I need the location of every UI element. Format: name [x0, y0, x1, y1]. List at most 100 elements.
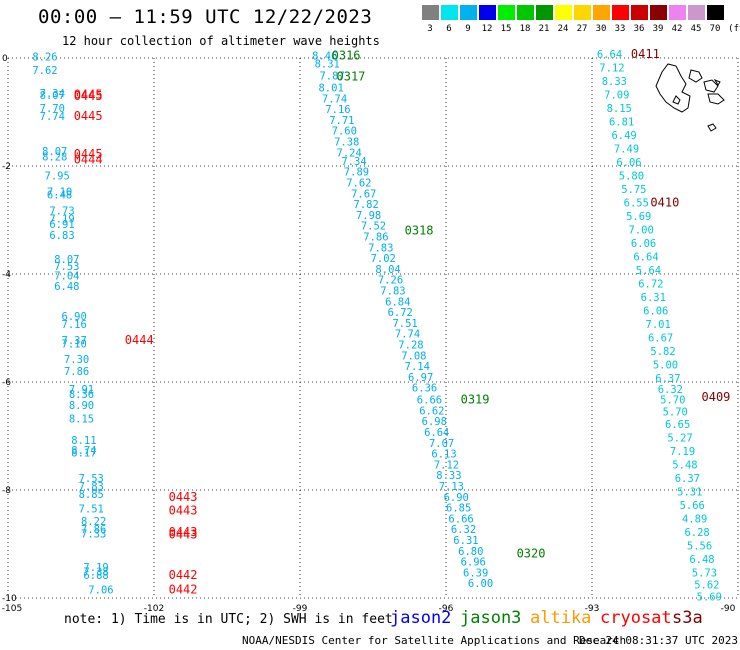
lon-tick-label: -96	[439, 604, 454, 614]
wave-height-value: 6.83	[49, 230, 74, 242]
lon-tick-label: -102	[144, 604, 164, 614]
wave-height-value: 5.70	[663, 406, 688, 418]
wave-height-value: 7.74	[322, 93, 347, 105]
legend-label: 18	[519, 24, 531, 34]
pass-time-label: 0443	[169, 503, 198, 517]
wave-height-value: 7.73	[49, 206, 74, 218]
wave-height-value: 5.66	[680, 500, 705, 512]
legend-swatch	[536, 5, 553, 20]
pass-time-label: 0445	[74, 89, 103, 103]
wave-height-value: 5.69	[626, 211, 651, 223]
legend-label: 6	[446, 24, 452, 34]
wave-height-value: 7.01	[646, 319, 671, 331]
legend-label: 33	[614, 24, 626, 34]
wave-height-value: 8.26	[32, 52, 57, 64]
wave-height-value: 5.62	[694, 579, 719, 591]
wave-height-value: 5.69	[697, 592, 722, 604]
pass-time-label: 0443	[169, 490, 198, 504]
footer-note: note: 1) Time is in UTC; 2) SWH is in fe…	[64, 612, 393, 627]
wave-height-value: 7.19	[670, 446, 695, 458]
wave-height-value: 7.89	[344, 167, 369, 179]
legend-label: 12	[481, 24, 493, 34]
wave-height-value: 8.04	[375, 264, 400, 276]
wave-height-value: 6.64	[633, 252, 658, 264]
legend-label: 24	[557, 24, 569, 34]
lon-tick-label: -90	[721, 604, 736, 614]
wave-height-value: 5.82	[650, 346, 675, 358]
wave-height-value: 6.48	[689, 554, 714, 566]
wave-height-value: 4.89	[682, 513, 707, 525]
legend-label: 42	[671, 24, 683, 34]
wave-height-value: 7.53	[79, 473, 104, 485]
wave-height-value: 8.07	[54, 254, 79, 266]
pass-time-label: 0443	[169, 528, 198, 542]
legend-swatch	[460, 5, 477, 20]
legend-label: 70	[709, 24, 721, 34]
pass-time-label: 0444	[74, 152, 103, 166]
legend-swatch	[517, 5, 534, 20]
wave-height-value: 6.32	[658, 384, 683, 396]
wave-height-value: 6.39	[463, 567, 488, 579]
pass-time-label: 0320	[517, 547, 546, 561]
wave-height-value: 7.24	[337, 147, 362, 159]
wave-height-value: 6.48	[54, 281, 79, 293]
wave-height-value: 7.08	[401, 350, 426, 362]
wave-height-value: 5.56	[687, 540, 712, 552]
wave-height-value: 6.06	[616, 157, 641, 169]
wave-height-value: 7.37	[62, 335, 87, 347]
satellite-cryosat: cryosat	[600, 608, 672, 628]
wave-height-value: 8.28	[42, 152, 67, 164]
wave-height-value: 7.83	[380, 286, 405, 298]
wave-height-value: 6.67	[648, 333, 673, 345]
wave-height-value: 7.86	[81, 524, 106, 536]
wave-height-value: 7.82	[354, 199, 379, 211]
legend-swatch	[422, 5, 439, 20]
wave-height-value: 7.83	[79, 481, 104, 493]
wave-height-value: 8.07	[42, 146, 67, 158]
legend-label: 27	[576, 24, 588, 34]
wave-height-value: 5.73	[692, 567, 717, 579]
galapagos-islands	[655, 63, 725, 132]
wave-height-value: 7.49	[614, 144, 639, 156]
pass-time-label: 0443	[169, 525, 198, 539]
wave-height-value: 8.15	[69, 414, 94, 426]
legend-swatch	[479, 5, 496, 20]
wave-height-value: 6.49	[611, 130, 636, 142]
wave-height-value: 7.60	[332, 126, 357, 138]
pass-time-label: 0445	[74, 109, 103, 123]
legend-swatch	[574, 5, 591, 20]
wave-height-value: 7.12	[434, 459, 459, 471]
wave-height-value: 6.37	[675, 473, 700, 485]
legend-label: 15	[500, 24, 512, 34]
wave-height-value: 7.91	[69, 384, 94, 396]
lat-tick-label: -4	[2, 270, 11, 280]
legend-swatch	[631, 5, 648, 20]
lat-tick-label: -6	[2, 378, 11, 388]
map-title: 00:00 – 11:59 UTC 12/22/2023	[38, 6, 373, 28]
wave-height-value: 7.19	[49, 214, 74, 226]
wave-height-value: 5.48	[672, 459, 697, 471]
wave-height-value: 6.65	[665, 419, 690, 431]
wave-height-value: 7.00	[629, 225, 654, 237]
wave-height-value: 6.31	[453, 535, 478, 547]
wave-height-value: 6.98	[422, 416, 447, 428]
wave-height-value: 7.74	[395, 329, 420, 341]
legend-swatch	[498, 5, 515, 20]
wave-height-value: 7.34	[341, 156, 366, 168]
pass-time-label: 0442	[169, 583, 198, 597]
footer-timestamp: Dec 24 08:31:37 UTC 2023	[579, 634, 738, 647]
wave-height-value: 7.62	[32, 65, 57, 77]
wave-height-value: 8.33	[436, 470, 461, 482]
satellite-jason2: jason2	[390, 608, 452, 628]
wave-height-value: 8.85	[79, 489, 104, 501]
wave-height-value: 7.12	[599, 63, 624, 75]
wave-height-value: 7.86	[363, 232, 388, 244]
pass-time-label: 0445	[74, 88, 103, 102]
wave-height-value: 7.38	[83, 566, 108, 578]
wave-height-value: 6.80	[458, 546, 483, 558]
wave-height-value: 8.22	[81, 516, 106, 528]
wave-height-value: 6.00	[468, 578, 493, 590]
pass-time-label: 0318	[405, 224, 434, 238]
wave-height-value: 8.90	[69, 400, 94, 412]
